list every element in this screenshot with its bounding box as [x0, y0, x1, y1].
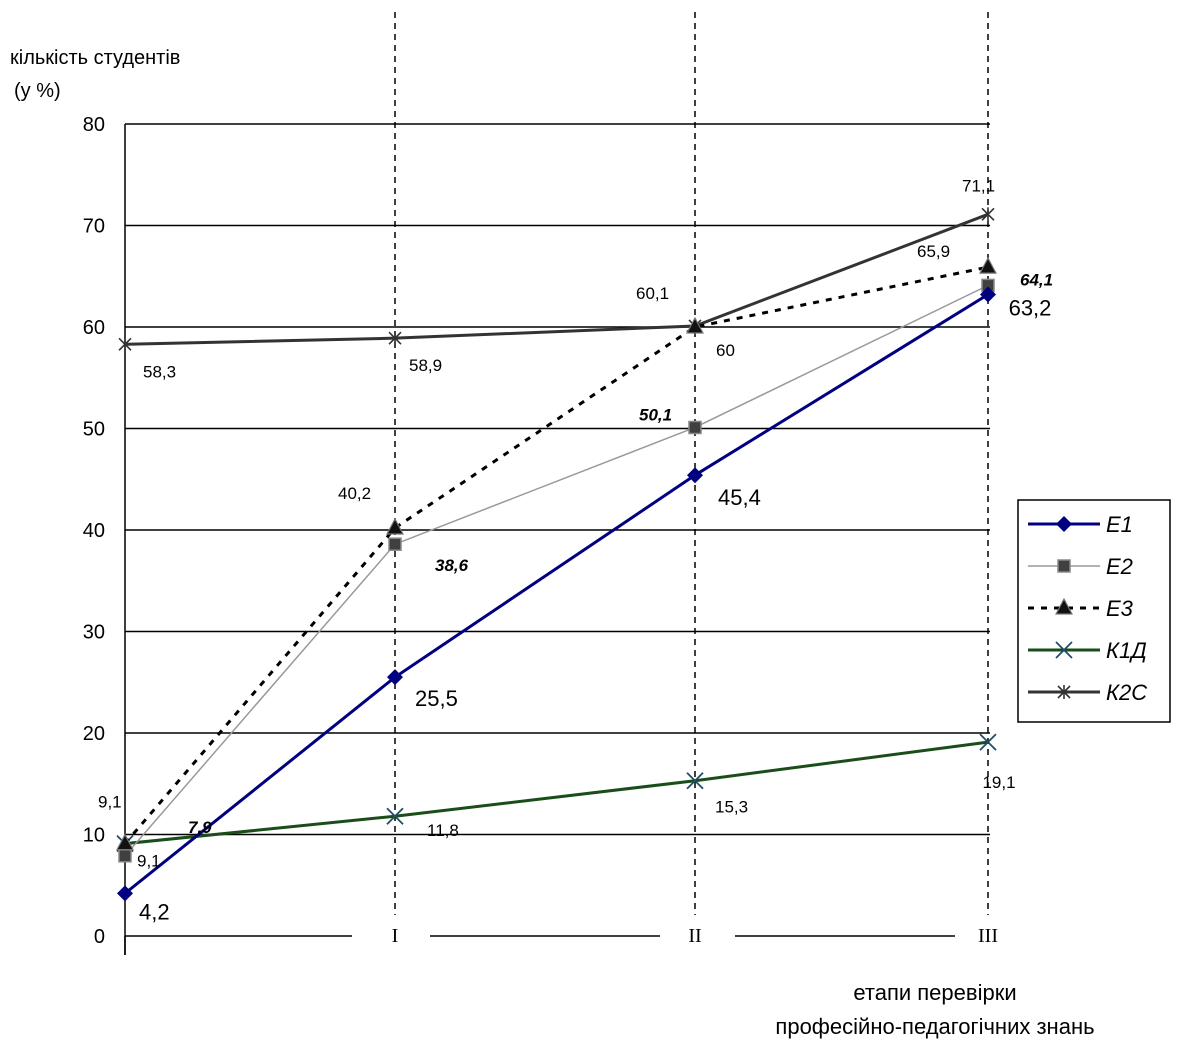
data-point-triangle — [979, 256, 997, 274]
legend-box — [1017, 499, 1171, 723]
data-label: 19,1 — [982, 773, 1015, 792]
data-point-triangle — [686, 316, 704, 334]
data-point-square — [388, 537, 402, 551]
data-label: 60,1 — [636, 284, 669, 303]
data-label: 64,1 — [1020, 270, 1053, 289]
data-point-diamond — [980, 286, 996, 303]
x-tick-label: III — [978, 925, 998, 947]
data-label: 15,3 — [715, 798, 748, 817]
y-tick-label: 30 — [83, 622, 105, 644]
x-tick-label: II — [688, 925, 701, 947]
y-tick-label: 10 — [83, 825, 105, 847]
legend-label: Е1 — [1106, 512, 1133, 537]
data-label: 7,9 — [188, 818, 212, 837]
data-point-triangle — [1055, 597, 1073, 615]
data-label: 71,1 — [962, 176, 995, 195]
data-label: 9,1 — [137, 852, 161, 871]
data-point-square — [1057, 559, 1071, 573]
data-label: 38,6 — [435, 556, 469, 575]
y-tick-label: 40 — [83, 520, 105, 542]
data-label: 63,2 — [1009, 296, 1052, 321]
axes: I II III — [124, 124, 998, 955]
data-label: 58,9 — [409, 356, 442, 375]
data-point-diamond — [1056, 516, 1072, 532]
data-point-triangle — [386, 517, 404, 535]
y-tick-label: 60 — [83, 317, 105, 339]
data-label: 50,1 — [639, 405, 672, 424]
data-point-x — [1055, 641, 1073, 659]
series-layer — [116, 207, 997, 902]
data-label: 65,9 — [917, 242, 950, 261]
data-point-diamond — [117, 885, 133, 902]
legend-label: Е3 — [1106, 596, 1134, 621]
data-point-diamond — [687, 467, 703, 484]
data-label: 25,5 — [415, 686, 458, 711]
series-line — [123, 265, 989, 845]
data-point-star — [118, 337, 132, 352]
data-label: 60 — [716, 341, 735, 360]
grid-layer: 0 10 20 30 40 50 60 70 80 — [83, 114, 990, 948]
data-point-x — [979, 733, 997, 751]
data-label: 58,3 — [143, 362, 176, 381]
legend-label: Е2 — [1106, 554, 1133, 579]
x-axis-title-line1: етапи перевірки — [853, 980, 1016, 1005]
y-tick-label: 20 — [83, 723, 105, 745]
y-tick-label: 0 — [94, 926, 105, 948]
data-point-diamond — [387, 669, 403, 686]
data-point-x — [386, 807, 404, 825]
stage-lines — [394, 12, 989, 915]
y-axis-title-line2: (у %) — [14, 80, 61, 102]
y-tick-label: 50 — [83, 419, 105, 441]
data-point-square — [118, 849, 132, 863]
data-label: 45,4 — [718, 485, 761, 510]
y-tick-label: 80 — [83, 114, 105, 136]
data-point-star — [981, 207, 995, 222]
y-tick-label: 70 — [83, 216, 105, 238]
data-label: 11,8 — [427, 821, 459, 840]
series-line — [124, 284, 989, 857]
y-axis-title-line1: кількість студентів — [10, 47, 180, 69]
data-point-star — [1057, 685, 1071, 699]
data-label: 40,2 — [338, 484, 371, 503]
series-line — [124, 740, 989, 846]
data-point-star — [388, 331, 402, 346]
legend-label: К1Д — [1106, 638, 1147, 663]
legend-label: К2С — [1106, 680, 1147, 705]
data-point-triangle — [116, 833, 134, 851]
x-tick-label: I — [392, 925, 399, 947]
data-labels: 4,2 25,5 45,4 63,2 7,9 38,6 50,1 64,1 9,1 40,2 60 6… — [98, 176, 1053, 924]
series-line — [124, 212, 989, 346]
data-label: 9,1 — [98, 793, 122, 812]
x-axis-title-line2: професійно-педагогічних знань — [775, 1014, 1094, 1039]
data-label: 4,2 — [139, 899, 170, 924]
series-line — [124, 293, 989, 895]
data-point-square — [688, 420, 702, 435]
legend: Е1 Е2 Е3 К1Д К2С — [1017, 499, 1171, 723]
data-point-x — [686, 772, 704, 790]
